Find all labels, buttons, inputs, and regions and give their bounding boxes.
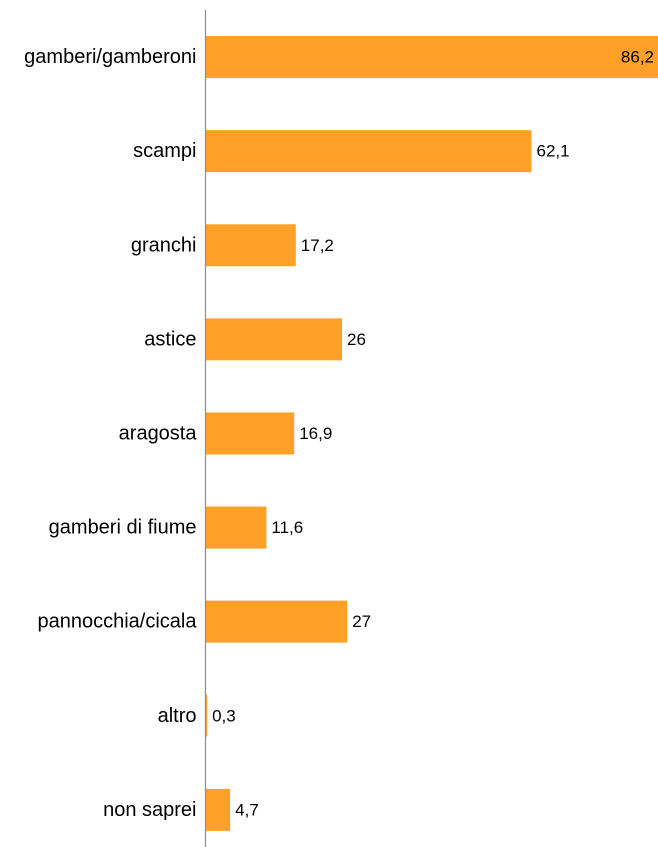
value-label: 17,2: [301, 236, 334, 255]
value-label: 11,6: [271, 518, 303, 537]
category-label: non saprei: [103, 799, 196, 821]
bars-group: [205, 36, 658, 831]
bar-aragosta: [205, 412, 295, 455]
value-labels-group: 86,2 62,1 17,2 26 16,9 11,6 27 0,3 4,7: [212, 48, 654, 820]
value-label: 27: [352, 612, 371, 631]
value-label: 16,9: [299, 424, 332, 443]
category-label: altro: [158, 705, 197, 727]
bar-gamberi-di-fiume: [205, 506, 267, 549]
bar-granchi: [205, 224, 296, 267]
value-label: 4,7: [235, 800, 259, 819]
value-label: 0,3: [212, 706, 236, 725]
category-labels-group: gamberi/gamberoni scampi granchi astice arag…: [24, 46, 197, 821]
category-label: scampi: [133, 140, 196, 162]
category-label: granchi: [131, 234, 197, 256]
category-label: pannocchia/cicala: [38, 611, 198, 633]
value-label: 62,1: [536, 142, 569, 161]
value-label: 86,2: [621, 48, 654, 67]
bar-gamberi-gamberoni: [205, 36, 658, 79]
bar-non-saprei: [205, 788, 231, 831]
bar-altro: [205, 694, 208, 737]
value-label: 26: [347, 330, 366, 349]
category-label: astice: [144, 328, 196, 350]
category-label: gamberi/gamberoni: [24, 46, 196, 68]
bar-scampi: [205, 130, 532, 173]
bar-astice: [205, 318, 342, 361]
category-label: gamberi di fiume: [49, 517, 197, 539]
category-label: aragosta: [119, 422, 198, 444]
bar-pannocchia-cicala: [205, 600, 348, 643]
